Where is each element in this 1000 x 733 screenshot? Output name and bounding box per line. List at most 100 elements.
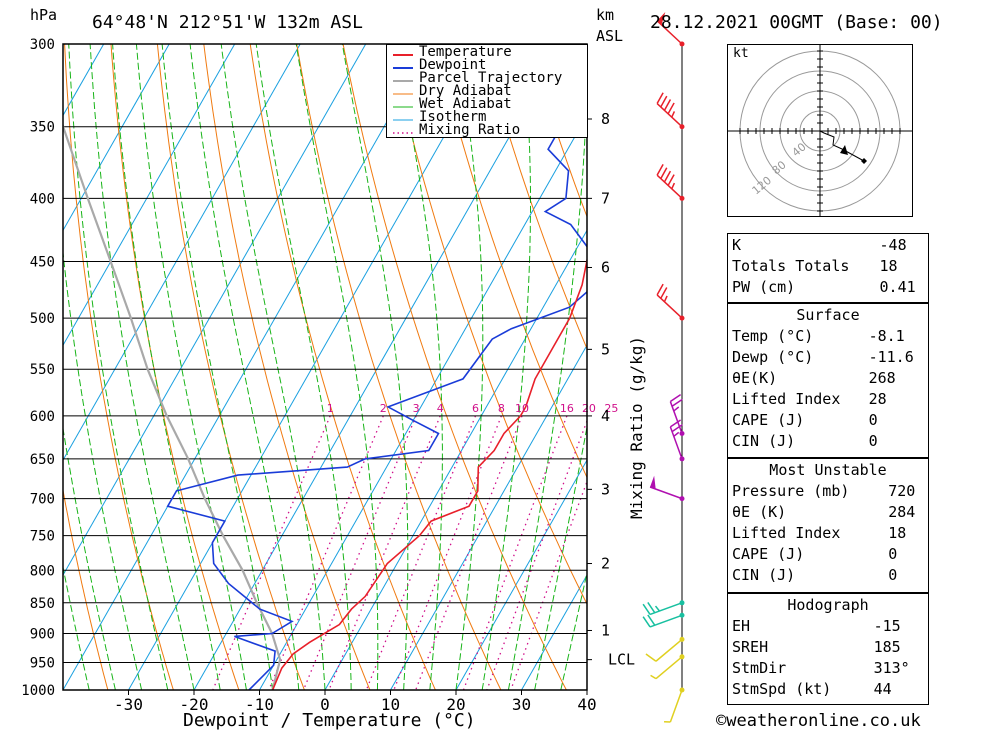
wind-barb-flag — [642, 616, 651, 628]
wind-barb-dot — [679, 600, 685, 606]
wet-adiabat-line — [341, 44, 409, 690]
pressure-tick-label: 300 — [30, 37, 55, 53]
dry-adiabat-line — [481, 44, 587, 350]
wind-barb-dot — [679, 612, 685, 618]
mu-cape-label: CAPE (J) — [732, 545, 805, 563]
height-tick-label: 5 — [601, 340, 610, 358]
wind-barb-dot — [679, 431, 685, 437]
legend-item-dry-adiabat: Dry Adiabat — [419, 83, 512, 99]
legend-item-wet-adiabat: Wet Adiabat — [419, 96, 512, 112]
credit-link[interactable]: ©weatheronline.co.uk — [716, 711, 921, 731]
wet-adiabat-line — [295, 44, 379, 690]
dry-adiabat-line — [947, 44, 1000, 690]
wind-barb-staff — [669, 689, 683, 723]
mu-theta-e-value: 284 — [888, 503, 916, 521]
mu-pressure-label: Pressure (mb) — [732, 482, 850, 500]
wet-adiabat-line — [507, 44, 587, 690]
mixing-ratio-line — [393, 415, 503, 690]
sreh-value: 185 — [873, 638, 901, 656]
wind-barb — [645, 636, 685, 662]
mixing-ratio-tick-label: 3 — [413, 402, 420, 415]
wind-barb-flag — [660, 287, 668, 299]
wind-barb-half-flag — [663, 295, 668, 303]
wind-barb — [669, 394, 685, 437]
wind-barb-flag — [660, 167, 668, 179]
wind-barb-flag — [660, 95, 668, 108]
mixing-ratio-tick-label: 25 — [604, 402, 618, 415]
wind-barb — [642, 600, 685, 616]
mixing-ratio-line — [486, 419, 587, 690]
stability-indices-box — [727, 233, 929, 303]
legend-item-temperature: Temperature — [419, 44, 512, 60]
surface-li-label: Lifted Index — [732, 390, 841, 408]
mixing-ratio-line — [268, 415, 384, 690]
wind-barb-flag — [642, 603, 651, 615]
wind-barb-pennant — [657, 12, 666, 25]
legend-item-isotherm: Isotherm — [419, 109, 487, 125]
dewpoint-line — [166, 44, 587, 690]
datetime-label: 28.12.2021 00GMT (Base: 00) — [650, 12, 943, 33]
x-axis-label: Dewpoint / Temperature (°C) — [183, 710, 476, 731]
location-title: 64°48'N 212°51'W 132m ASL — [92, 12, 363, 33]
temperature-tick-label: 30 — [512, 695, 531, 714]
mixing-ratio-tick-label: 16 — [560, 402, 574, 415]
wind-barb-pennant — [650, 475, 656, 490]
mixing-ratio-tick-label: 8 — [498, 402, 505, 415]
surface-table: Surface Temp (°C) -8.1 Dewp (°C) -11.6 θE(… — [728, 305, 928, 452]
surface-dewp-value: -11.6 — [868, 348, 914, 366]
height-tick-label: LCL — [608, 651, 635, 669]
wind-barb-flag — [645, 653, 657, 662]
wet-adiabat-line — [135, 44, 247, 690]
wet-adiabat-line — [112, 44, 221, 690]
chart-axes: 3003504004505005506006507007508008509009… — [21, 37, 635, 714]
temperature-tick-label: -20 — [180, 695, 209, 714]
legend-swatches — [393, 54, 413, 134]
hodograph-end-marker — [861, 158, 867, 164]
pressure-tick-label: 650 — [30, 452, 55, 468]
hodograph-ring-label: 80 — [770, 158, 789, 177]
wind-barb — [656, 12, 685, 47]
mu-cin-value: 0 — [888, 566, 898, 584]
isotherm-line — [63, 44, 432, 690]
wind-barb-flag — [647, 614, 656, 626]
stmspd-label: StmSpd (kt) — [732, 680, 832, 698]
wind-barb-flag — [667, 102, 675, 115]
wind-barb — [656, 163, 685, 201]
wind-barb-flag — [671, 398, 683, 407]
mixing-ratio-tick-label: 1 — [327, 402, 334, 415]
dry-adiabat-line — [203, 44, 371, 690]
dry-adiabat-line — [435, 44, 587, 479]
wind-barb-flag — [656, 283, 664, 296]
dry-adiabat-line — [342, 44, 567, 690]
surface-cin-label: CIN (J) — [732, 432, 796, 450]
pressure-tick-label: 800 — [30, 563, 55, 579]
most-unstable-title: Most Unstable — [769, 461, 887, 479]
pressure-tick-label: 500 — [30, 311, 55, 327]
k-label: K — [732, 236, 742, 254]
eh-value: -15 — [873, 617, 901, 635]
stmdir-value: 313° — [873, 659, 910, 677]
isotherm-line — [521, 574, 587, 690]
wind-barb-dot — [679, 124, 685, 130]
sreh-label: SREH — [732, 638, 769, 656]
k-value: -48 — [879, 236, 907, 254]
wind-barb-flag — [663, 99, 672, 111]
pressure-tick-label: 750 — [30, 529, 55, 545]
mixing-ratio-tick-label: 6 — [472, 402, 479, 415]
pressure-tick-label: 550 — [30, 362, 55, 378]
isotherm-line — [193, 44, 563, 690]
wet-adiabat-line — [89, 44, 195, 690]
hodograph-ring-label: 40 — [790, 140, 809, 159]
temperature-tick-label: 20 — [446, 695, 465, 714]
surface-li-value: 28 — [868, 390, 887, 408]
wind-barb-flag — [671, 424, 683, 433]
isotherm-line — [390, 344, 587, 690]
height-tick-label: 4 — [601, 407, 610, 425]
surface-temp-value: -8.1 — [868, 327, 905, 345]
pressure-lines — [63, 43, 587, 691]
isotherm-line — [63, 44, 170, 232]
surface-dewp-label: Dewp (°C) — [732, 348, 814, 366]
surface-cin-value: 0 — [868, 432, 878, 450]
